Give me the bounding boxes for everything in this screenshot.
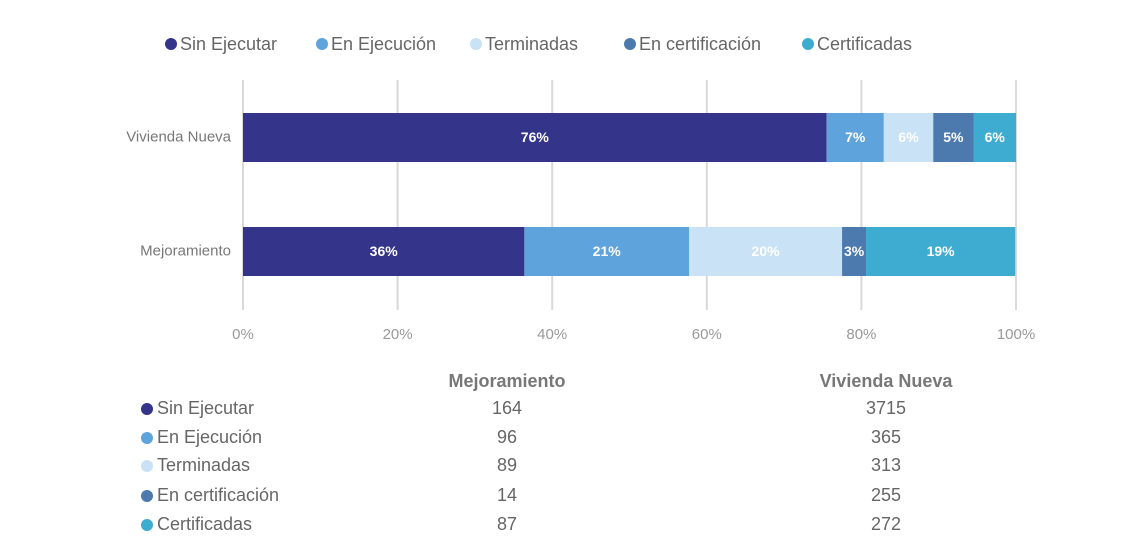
data-label: 76% <box>521 129 550 145</box>
x-tick-label: 20% <box>383 326 413 343</box>
legend-marker <box>165 38 177 50</box>
table-marker <box>141 490 153 502</box>
bar-segment <box>689 227 843 276</box>
table-cell: 89 <box>497 455 517 475</box>
data-label: 3% <box>844 243 865 259</box>
y-tick-label: Mejoramiento <box>140 242 231 259</box>
legend-marker <box>624 38 636 50</box>
y-tick-label: Vivienda Nueva <box>126 128 231 145</box>
x-tick-label: 0% <box>232 326 254 343</box>
table-marker <box>141 403 153 415</box>
bar-segment <box>973 113 1016 162</box>
table-cell: 255 <box>871 485 901 505</box>
table-marker <box>141 519 153 531</box>
bar-segment <box>866 227 1016 276</box>
table-row-label: Terminadas <box>157 455 250 475</box>
data-label: 36% <box>370 243 399 259</box>
data-label: 5% <box>943 129 964 145</box>
legend-label: Sin Ejecutar <box>180 34 277 54</box>
legend-marker <box>802 38 814 50</box>
data-label: 21% <box>593 243 622 259</box>
table-cell: 3715 <box>866 398 906 418</box>
bar-segment <box>883 113 934 162</box>
table-cell: 164 <box>492 398 522 418</box>
table-cell: 365 <box>871 427 901 447</box>
legend-marker <box>470 38 482 50</box>
table-cell: 87 <box>497 514 517 534</box>
table-row-label: Certificadas <box>157 514 252 534</box>
legend-label: Terminadas <box>485 34 578 54</box>
bar-segment <box>524 227 690 276</box>
table-cell: 272 <box>871 514 901 534</box>
x-tick-label: 40% <box>537 326 567 343</box>
legend-label: En Ejecución <box>331 34 436 54</box>
x-tick-label: 60% <box>692 326 722 343</box>
table-row-label: Sin Ejecutar <box>157 398 254 418</box>
table-marker <box>141 460 153 472</box>
legend-marker <box>316 38 328 50</box>
bar-segment <box>243 113 827 162</box>
data-label: 20% <box>752 243 781 259</box>
x-tick-label: 100% <box>997 326 1035 343</box>
data-label: 19% <box>927 243 956 259</box>
table-row-label: En certificación <box>157 485 279 505</box>
table-header: Mejoramiento <box>448 371 565 391</box>
bar-segment <box>842 227 867 276</box>
table-cell: 313 <box>871 455 901 475</box>
legend-label: Certificadas <box>817 34 912 54</box>
bar-segment <box>243 227 525 276</box>
table-header: Vivienda Nueva <box>820 371 954 391</box>
x-tick-label: 80% <box>846 326 876 343</box>
data-label: 7% <box>845 129 866 145</box>
bar-segment <box>933 113 974 162</box>
legend-label: En certificación <box>639 34 761 54</box>
bar-segment <box>826 113 884 162</box>
table-cell: 14 <box>497 485 517 505</box>
table-cell: 96 <box>497 427 517 447</box>
table-row-label: En Ejecución <box>157 427 262 447</box>
data-label: 6% <box>898 129 919 145</box>
data-label: 6% <box>985 129 1006 145</box>
table-marker <box>141 432 153 444</box>
